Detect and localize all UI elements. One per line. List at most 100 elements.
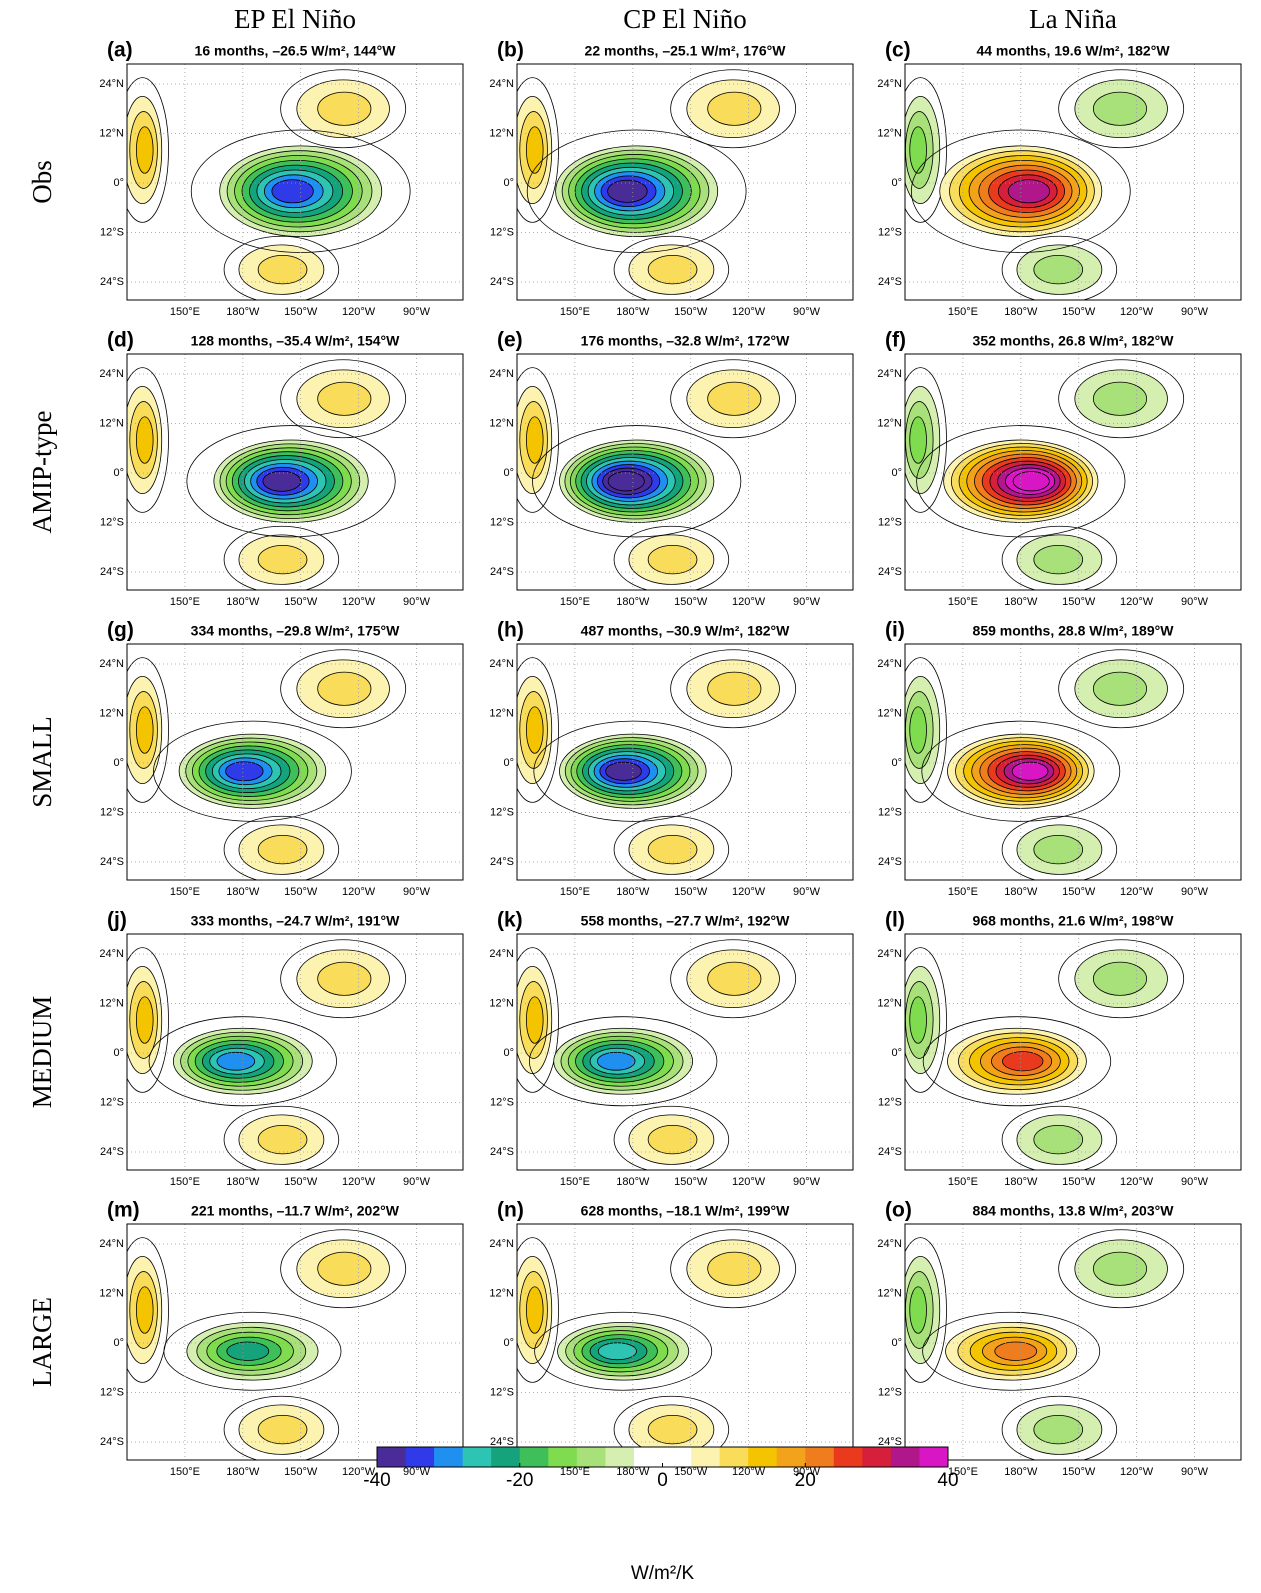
anomaly-contour [257,1124,308,1155]
colorbar-bin [890,1447,920,1467]
lon-label: 90°W [1181,306,1209,318]
lon-label: 150°W [674,1466,708,1478]
panel-letter: (j) [107,909,127,932]
contour [534,1311,713,1391]
lat-label: 12°N [99,1287,124,1299]
colorbar-label: W/m²/K [631,1563,695,1584]
map-frame [904,643,1242,881]
colorbar-tick-label: 40 [937,1470,958,1491]
anomaly-contour [707,381,762,416]
lat-label: 24°S [100,276,124,288]
lon-label: 150°W [1062,1176,1096,1188]
lon-label: 150°W [1062,1466,1096,1478]
anomaly-contour [607,471,645,492]
lat-label: 0° [113,1337,124,1349]
lon-label: 180°W [226,886,260,898]
contour [613,1395,730,1460]
lat-label: 0° [503,177,514,189]
anomaly-contour [707,671,762,706]
lat-label: 24°S [490,566,514,578]
panel-title: 16 months, –26.5 W/m², 144°W [195,43,397,59]
colorbar-bin [833,1447,863,1467]
lon-label: 180°W [1004,306,1038,318]
map-area [127,354,463,590]
lon-label: 150°E [948,1176,978,1188]
map-panel: 24°N 12°N 0° 12°S 24°S 150°E 180°W 150°W 120°W 90… [489,619,854,898]
lat-label: 24°N [489,368,514,380]
lon-label: 180°W [1004,1176,1038,1188]
contour [670,359,797,439]
panel-title: 487 months, –30.9 W/m², 182°W [581,623,790,639]
anomaly-contour [135,416,154,464]
contour [613,235,730,300]
lat-label: 0° [503,1047,514,1059]
lat-label: 12°N [489,127,514,139]
contour [1001,815,1118,880]
lon-label: 120°W [1120,886,1154,898]
lon-label: 180°W [616,306,650,318]
lon-label: 120°W [342,596,376,608]
anomaly-contour [525,996,544,1044]
lon-label: 120°W [342,886,376,898]
colorbar-bin [462,1447,492,1467]
lon-label: 180°W [226,1176,260,1188]
map-frame [904,63,1242,301]
contour [670,939,797,1019]
lat-label: 12°N [489,997,514,1009]
lon-label: 150°E [560,1176,590,1188]
map-panel: 24°N 12°N 0° 12°S 24°S 150°E 180°W 150°W 120°W 90… [877,619,1242,898]
anomaly-contour [909,1286,927,1334]
lat-label: 0° [891,177,902,189]
lon-label: 120°W [342,306,376,318]
panel-title: 558 months, –27.7 W/m², 192°W [581,913,790,929]
lat-label: 12°N [877,1287,902,1299]
anomaly-contour [317,671,372,706]
contour [223,525,340,590]
anomaly-contour [1033,834,1084,865]
anomaly-contour [257,254,308,285]
contour [163,1311,342,1391]
lat-label: 0° [891,757,902,769]
map-panel: 24°N 12°N 0° 12°S 24°S 150°E 180°W 150°W 120°W 90… [99,619,464,898]
colorbar-tick-label: -40 [363,1470,390,1491]
panel-title: 334 months, –29.8 W/m², 175°W [191,623,400,639]
anomaly-contour [909,706,927,754]
anomaly-contour [1033,1124,1084,1155]
map-frame [904,353,1242,591]
lon-label: 90°W [1181,596,1209,608]
colorbar-bin [691,1447,721,1467]
lon-label: 90°W [1181,1466,1209,1478]
colorbar-tick-label: -20 [506,1470,533,1491]
colorbar-bin [662,1447,692,1467]
anomaly-contour [605,761,642,781]
map-frame [126,63,464,301]
lat-label: 12°S [100,516,124,528]
map-panel: 24°N 12°N 0° 12°S 24°S 150°E 180°W 150°W 120°W 90… [489,909,854,1188]
lat-label: 12°N [489,1287,514,1299]
row-label: Obs [27,160,57,204]
colorbar-bin [377,1447,407,1467]
contour [922,1311,1101,1391]
contour [127,1237,169,1383]
lon-label: 150°E [170,596,200,608]
lat-label: 24°N [99,658,124,670]
anomaly-contour [607,179,648,203]
lat-label: 12°S [490,1096,514,1108]
map-area [517,1224,853,1460]
map-frame [516,353,854,591]
anomaly-contour [647,544,698,575]
anomaly-contour [909,416,927,464]
lon-label: 180°W [616,886,650,898]
lat-label: 0° [891,1047,902,1059]
colorbar-bin [862,1447,892,1467]
map-frame [126,933,464,1171]
contour [613,1105,730,1170]
lon-label: 150°W [1062,596,1096,608]
map-area [517,934,853,1170]
contour [280,649,407,729]
contour [1001,235,1118,300]
lon-label: 150°W [674,596,708,608]
anomaly-contour [707,961,762,996]
lat-label: 0° [113,177,124,189]
contour [905,657,947,803]
